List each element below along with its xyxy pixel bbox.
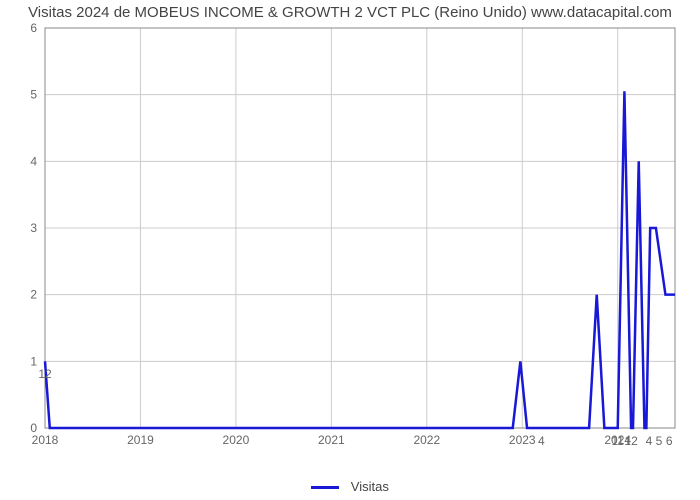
series-line <box>45 91 675 428</box>
y-tick-label: 1 <box>30 354 37 368</box>
x-tick-label: 2018 <box>32 433 59 447</box>
legend: Visitas <box>0 479 700 494</box>
point-label: 11 <box>611 434 623 448</box>
point-label: 12 <box>624 434 637 448</box>
legend-swatch <box>311 486 339 489</box>
chart-svg: 01234562018201920202021202220232024 <box>45 28 675 428</box>
y-tick-label: 2 <box>30 288 37 302</box>
point-label: 6 <box>666 434 673 448</box>
point-label: 4 5 <box>646 434 663 448</box>
y-tick-label: 3 <box>30 221 37 235</box>
point-label: 4 <box>538 434 545 448</box>
chart-title: Visitas 2024 de MOBEUS INCOME & GROWTH 2… <box>0 4 700 21</box>
chart-container: Visitas 2024 de MOBEUS INCOME & GROWTH 2… <box>0 0 700 500</box>
y-tick-label: 6 <box>30 21 37 35</box>
x-tick-label: 2020 <box>223 433 250 447</box>
x-tick-label: 2023 <box>509 433 536 447</box>
x-tick-label: 2021 <box>318 433 345 447</box>
legend-label: Visitas <box>351 479 389 494</box>
x-tick-label: 2022 <box>413 433 440 447</box>
y-tick-label: 4 <box>30 154 37 168</box>
point-label: 12 <box>38 367 51 381</box>
gridlines <box>45 28 675 428</box>
y-tick-label: 5 <box>30 88 37 102</box>
x-tick-label: 2019 <box>127 433 154 447</box>
plot-area: 01234562018201920202021202220232024 <box>45 28 675 428</box>
